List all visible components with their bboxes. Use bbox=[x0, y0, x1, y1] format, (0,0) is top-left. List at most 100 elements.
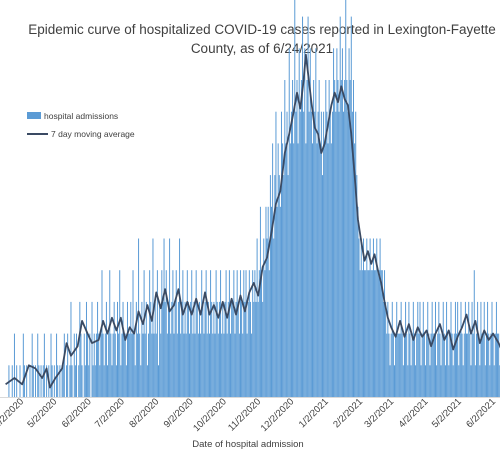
admission-bar bbox=[325, 80, 327, 397]
admission-bar bbox=[155, 333, 157, 397]
admission-bar bbox=[111, 365, 113, 397]
admission-bar bbox=[336, 48, 338, 398]
admission-bar bbox=[124, 333, 126, 397]
chart-title-line-1: Epidemic curve of hospitalized COVID-19 … bbox=[28, 22, 495, 37]
admission-bar bbox=[473, 270, 475, 397]
admission-bar bbox=[407, 365, 409, 397]
admission-bar bbox=[236, 270, 238, 397]
admission-bar bbox=[477, 301, 479, 397]
admission-bar bbox=[440, 365, 442, 397]
admission-bar bbox=[308, 111, 310, 397]
admission-bar bbox=[422, 301, 424, 397]
admission-bar bbox=[79, 301, 81, 397]
admission-bar bbox=[317, 111, 319, 397]
admission-bar bbox=[344, 80, 346, 397]
admission-bar bbox=[162, 301, 164, 397]
admission-bar bbox=[276, 206, 278, 397]
bars-layer bbox=[8, 0, 500, 398]
admission-bar bbox=[201, 270, 203, 397]
admission-bar bbox=[153, 333, 155, 397]
admission-bar bbox=[300, 80, 302, 397]
admission-bar bbox=[107, 365, 109, 397]
admission-bar bbox=[377, 270, 379, 397]
admission-bar bbox=[305, 143, 307, 397]
admission-bar bbox=[134, 365, 136, 397]
admission-bar bbox=[256, 238, 258, 397]
admission-bar bbox=[337, 80, 339, 397]
admission-bar bbox=[397, 333, 399, 397]
admission-bar bbox=[38, 365, 40, 397]
admission-bar bbox=[368, 270, 370, 397]
admission-bar bbox=[95, 333, 97, 397]
admission-bar bbox=[159, 301, 161, 397]
admission-bar bbox=[453, 333, 455, 397]
admission-bar bbox=[121, 333, 123, 397]
admission-bar bbox=[213, 301, 215, 397]
admission-bar bbox=[426, 333, 428, 397]
line-layer bbox=[5, 53, 500, 389]
admission-bar bbox=[400, 301, 402, 397]
admission-bar bbox=[296, 80, 298, 397]
admission-bar bbox=[166, 333, 168, 397]
admission-bar bbox=[262, 301, 264, 397]
admission-bar bbox=[451, 333, 453, 397]
legend-label-hospital-admissions: hospital admissions bbox=[44, 111, 118, 121]
admission-bar bbox=[341, 48, 343, 398]
admission-bar bbox=[382, 301, 384, 397]
admission-bar bbox=[131, 333, 133, 397]
admission-bar bbox=[78, 365, 80, 397]
admission-bar bbox=[326, 111, 328, 397]
admission-bar bbox=[464, 301, 466, 397]
admission-bar bbox=[89, 333, 91, 397]
admission-bar bbox=[156, 270, 158, 397]
admission-bar bbox=[319, 143, 321, 397]
admission-bar bbox=[474, 365, 476, 397]
admission-bar bbox=[231, 301, 233, 397]
admission-bar bbox=[207, 301, 209, 397]
admission-bar bbox=[102, 333, 104, 397]
admission-bar bbox=[108, 333, 110, 397]
admission-bar bbox=[330, 143, 332, 397]
admission-bar bbox=[324, 143, 326, 397]
admission-bar bbox=[362, 238, 364, 397]
admission-bar bbox=[179, 238, 181, 397]
admission-bar bbox=[286, 111, 288, 397]
admission-bar bbox=[56, 333, 58, 397]
admission-bar bbox=[461, 333, 463, 397]
admission-bar bbox=[266, 238, 268, 397]
admission-bar bbox=[215, 270, 217, 397]
admission-bar bbox=[413, 333, 415, 397]
admission-bar bbox=[310, 111, 312, 397]
admission-bar bbox=[120, 365, 122, 397]
admission-bar bbox=[444, 365, 446, 397]
admission-bar bbox=[437, 333, 439, 397]
admission-bar bbox=[494, 333, 496, 397]
admission-bar bbox=[448, 365, 450, 397]
admission-bar bbox=[265, 206, 267, 397]
admission-bar bbox=[372, 238, 374, 397]
admission-bar bbox=[329, 111, 331, 397]
admission-bar bbox=[83, 333, 85, 397]
admission-bar bbox=[85, 301, 87, 397]
admission-bar bbox=[395, 333, 397, 397]
admission-bar bbox=[92, 365, 94, 397]
admission-bar bbox=[432, 333, 434, 397]
admission-bar bbox=[410, 365, 412, 397]
admission-bar bbox=[128, 333, 130, 397]
admission-bar bbox=[176, 333, 178, 397]
admission-bar bbox=[460, 301, 462, 397]
admission-bar bbox=[285, 143, 287, 397]
admission-bar bbox=[364, 270, 366, 397]
admission-bar bbox=[346, 80, 348, 397]
admission-bar bbox=[314, 111, 316, 397]
admission-bar bbox=[42, 365, 44, 397]
admission-bar bbox=[483, 301, 485, 397]
admission-bar bbox=[101, 270, 103, 397]
admission-bar bbox=[312, 143, 314, 397]
admission-bar bbox=[469, 333, 471, 397]
admission-bar bbox=[67, 333, 69, 397]
admission-bar bbox=[149, 270, 151, 397]
admission-bar bbox=[187, 301, 189, 397]
admission-bar bbox=[125, 365, 127, 397]
admission-bar bbox=[135, 301, 137, 397]
